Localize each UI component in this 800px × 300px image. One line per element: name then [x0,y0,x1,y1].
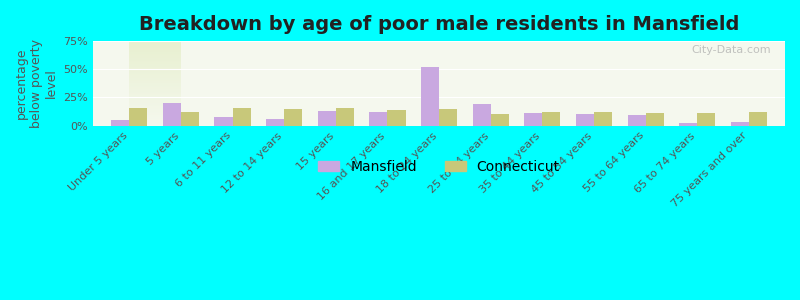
Title: Breakdown by age of poor male residents in Mansfield: Breakdown by age of poor male residents … [139,15,739,34]
Bar [336,108,354,126]
Text: City-Data.com: City-Data.com [691,45,771,55]
Bar [181,112,199,126]
Legend: Mansfield, Connecticut: Mansfield, Connecticut [313,154,566,179]
Bar [318,111,336,126]
Bar [266,119,284,126]
Bar [576,114,594,126]
Bar [387,110,406,126]
Bar [627,116,646,126]
Bar [524,113,542,126]
Bar [679,123,698,126]
Bar [421,67,439,126]
Bar [730,122,749,126]
Bar [439,109,457,126]
Bar [646,113,664,126]
Bar [163,103,181,126]
Y-axis label: percentage
below poverty
level: percentage below poverty level [15,39,58,128]
Bar [370,112,387,126]
Bar [111,120,130,126]
Bar [749,112,767,126]
Bar [130,108,147,126]
Bar [214,117,233,126]
Bar [473,104,490,126]
Bar [698,113,715,126]
Bar [542,112,561,126]
Bar [233,108,250,126]
Bar [594,112,612,126]
Bar [490,114,509,126]
Bar [284,109,302,126]
